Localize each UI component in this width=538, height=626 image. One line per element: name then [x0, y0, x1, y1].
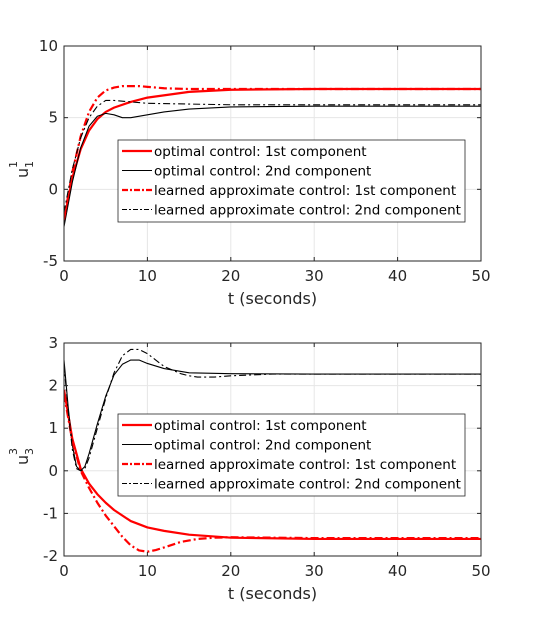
y-tick-label: -5 [43, 252, 58, 270]
series-line-3 [64, 393, 481, 553]
legend-entry-label: optimal control: 2nd component [154, 164, 371, 180]
y-tick-label: -2 [43, 547, 58, 565]
x-tick-label: 30 [305, 562, 324, 580]
legend-entry-label: optimal control: 1st component [154, 144, 367, 160]
x-tick-label: 20 [221, 562, 240, 580]
y-axis-label: u11 [7, 161, 36, 178]
x-tick-label: 40 [388, 562, 407, 580]
y-tick-label: 2 [48, 377, 58, 395]
x-tick-label: 0 [59, 562, 69, 580]
legend-entry-label: learned approximate control: 1st compone… [154, 183, 456, 199]
x-axis-label: t (seconds) [228, 289, 317, 308]
legend-entry-label: optimal control: 2nd component [154, 438, 371, 454]
x-tick-label: 40 [388, 267, 407, 285]
legend: optimal control: 1st component optimal co… [117, 139, 466, 223]
legend-entry-label: optimal control: 1st component [154, 418, 367, 434]
series-line-2 [64, 359, 481, 472]
x-tick-label: 20 [221, 267, 240, 285]
legend-box [117, 139, 466, 223]
legend-box [117, 413, 466, 497]
y-tick-label: 5 [48, 109, 58, 127]
series-line-2 [64, 105, 481, 227]
x-tick-label: 10 [138, 562, 157, 580]
y-axis-label-base: u [13, 168, 32, 178]
series-line-3 [64, 85, 481, 220]
legend-entry-label: learned approximate control: 1st compone… [154, 457, 456, 473]
series-line-4 [64, 99, 481, 213]
y-tick-label: 0 [48, 180, 58, 198]
legend: optimal control: 1st component optimal co… [117, 413, 466, 497]
x-tick-label: 0 [59, 267, 69, 285]
y-axis-label-base: u [13, 455, 32, 465]
x-tick-label: 50 [471, 562, 490, 580]
axes-box [63, 342, 482, 557]
y-axis-label: u33 [7, 448, 36, 465]
y-tick-label: -1 [43, 504, 58, 522]
x-tick-label: 30 [305, 267, 324, 285]
y-axis-label-subscript: 1 [23, 161, 36, 168]
series-line-1 [64, 87, 481, 222]
y-axis-label-subscript: 3 [23, 448, 36, 455]
axes-box [63, 45, 482, 262]
y-axis-label-superscript: 1 [7, 161, 20, 168]
y-axis-label-superscript: 3 [7, 448, 20, 455]
y-tick-label: 1 [48, 419, 58, 437]
legend-entry-label: learned approximate control: 2nd compone… [154, 477, 461, 493]
x-tick-label: 50 [471, 267, 490, 285]
y-tick-label: 3 [48, 334, 58, 352]
legend-entry-label: learned approximate control: 2nd compone… [154, 203, 461, 219]
y-tick-label: 0 [48, 462, 58, 480]
y-tick-label: 10 [39, 37, 58, 55]
series-line-4 [64, 348, 481, 472]
x-tick-label: 10 [138, 267, 157, 285]
x-axis-label: t (seconds) [228, 584, 317, 603]
